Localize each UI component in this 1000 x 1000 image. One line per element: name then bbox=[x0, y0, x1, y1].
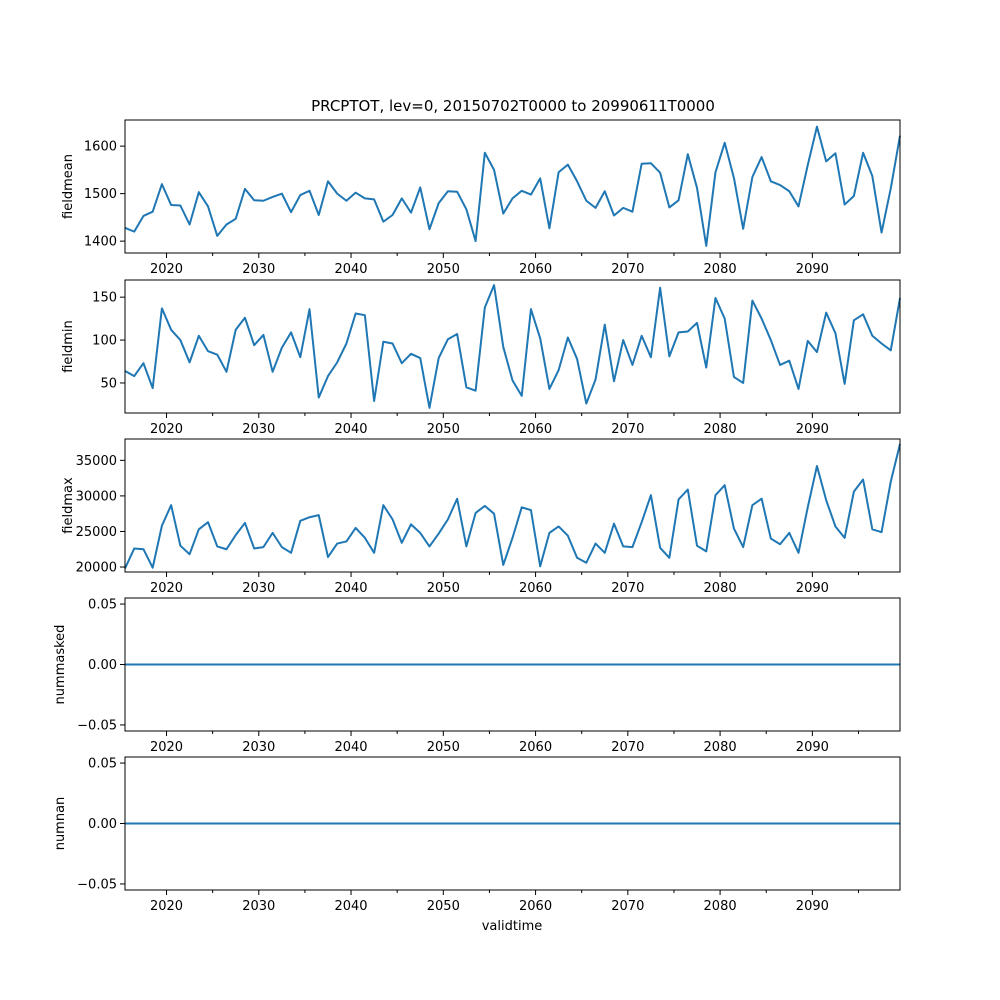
y-tick-label: 100 bbox=[92, 334, 117, 349]
y-tick-label: 50 bbox=[100, 376, 117, 391]
x-tick-label: 2040 bbox=[334, 899, 367, 914]
x-tick-label: 2070 bbox=[611, 262, 644, 277]
x-tick-label: 2080 bbox=[704, 581, 737, 596]
y-tick-label: 30000 bbox=[76, 489, 117, 504]
x-tick-label: 2050 bbox=[427, 899, 460, 914]
x-axis-label: validtime bbox=[482, 919, 543, 934]
x-tick-label: 2040 bbox=[334, 422, 367, 437]
x-tick-label: 2030 bbox=[242, 422, 275, 437]
x-tick-label: 2090 bbox=[796, 262, 829, 277]
x-tick-label: 2080 bbox=[704, 262, 737, 277]
y-tick-label: 0.05 bbox=[88, 598, 117, 613]
y-axis-label: fieldmin bbox=[61, 320, 76, 373]
series-line-fieldmax bbox=[124, 443, 901, 569]
x-tick-label: 2060 bbox=[519, 581, 552, 596]
y-tick-label: 0.05 bbox=[88, 757, 117, 772]
subplot-panels: 1400 1500 1600 fieldmean 2020 2030 2040 2050 206… bbox=[53, 119, 901, 914]
x-tick-label: 2060 bbox=[519, 740, 552, 755]
y-tick-label: 1600 bbox=[84, 140, 117, 155]
x-tick-label: 2090 bbox=[796, 899, 829, 914]
x-tick-label: 2090 bbox=[796, 740, 829, 755]
x-tick-label: 2030 bbox=[242, 899, 275, 914]
series-line-fieldmean bbox=[124, 125, 901, 247]
subplot-fieldmean: 1400 1500 1600 fieldmean 2020 2030 2040 2050 206… bbox=[61, 119, 901, 277]
chart-title: PRCPTOT, lev=0, 20150702T0000 to 2099061… bbox=[311, 97, 715, 115]
axes-frame bbox=[124, 438, 901, 573]
x-tick-label: 2090 bbox=[796, 422, 829, 437]
y-tick-label: 25000 bbox=[76, 525, 117, 540]
x-tick-label: 2070 bbox=[611, 740, 644, 755]
y-axis-label: numnan bbox=[53, 797, 68, 851]
x-tick-label: 2080 bbox=[704, 899, 737, 914]
x-tick-label: 2060 bbox=[519, 899, 552, 914]
x-tick-label: 2050 bbox=[427, 740, 460, 755]
x-tick-label: 2070 bbox=[611, 422, 644, 437]
axes-frame bbox=[124, 119, 901, 254]
x-tick-label: 2040 bbox=[334, 262, 367, 277]
subplot-nummasked: −0.05 0.00 0.05 nummasked 2020 2030 2040 2050 20… bbox=[53, 597, 901, 755]
y-axis-label: fieldmax bbox=[61, 477, 76, 534]
subplot-numnan: −0.05 0.00 0.05 numnan 2020 2030 2040 2050 2060 2… bbox=[53, 756, 901, 914]
x-tick-label: 2050 bbox=[427, 422, 460, 437]
x-tick-label: 2050 bbox=[427, 262, 460, 277]
x-tick-label: 2020 bbox=[150, 899, 183, 914]
x-tick-label: 2030 bbox=[242, 262, 275, 277]
x-tick-label: 2030 bbox=[242, 581, 275, 596]
x-tick-label: 2020 bbox=[150, 581, 183, 596]
y-axis-label: fieldmean bbox=[61, 154, 76, 219]
subplot-fieldmin: 50 100 150 fieldmin 2020 2030 2040 2050 2060 2070… bbox=[61, 279, 901, 437]
x-tick-label: 2060 bbox=[519, 422, 552, 437]
x-tick-label: 2030 bbox=[242, 740, 275, 755]
y-tick-label: 0.00 bbox=[88, 817, 117, 832]
x-tick-label: 2040 bbox=[334, 581, 367, 596]
x-tick-label: 2050 bbox=[427, 581, 460, 596]
y-tick-label: −0.05 bbox=[77, 718, 117, 733]
x-tick-label: 2020 bbox=[150, 422, 183, 437]
x-tick-label: 2090 bbox=[796, 581, 829, 596]
x-tick-label: 2040 bbox=[334, 740, 367, 755]
x-tick-label: 2080 bbox=[704, 422, 737, 437]
y-tick-label: 0.00 bbox=[88, 658, 117, 673]
y-axis-label: nummasked bbox=[53, 625, 68, 705]
x-tick-label: 2080 bbox=[704, 740, 737, 755]
x-tick-label: 2020 bbox=[150, 262, 183, 277]
x-tick-label: 2060 bbox=[519, 262, 552, 277]
y-tick-label: −0.05 bbox=[77, 877, 117, 892]
y-tick-label: 1500 bbox=[84, 187, 117, 202]
series-line-fieldmin bbox=[124, 284, 901, 409]
y-tick-label: 20000 bbox=[76, 561, 117, 576]
x-tick-label: 2070 bbox=[611, 899, 644, 914]
y-tick-label: 150 bbox=[92, 291, 117, 306]
axes-frame bbox=[124, 279, 901, 414]
y-tick-label: 35000 bbox=[76, 454, 117, 469]
x-tick-label: 2020 bbox=[150, 740, 183, 755]
x-tick-label: 2070 bbox=[611, 581, 644, 596]
y-tick-label: 1400 bbox=[84, 235, 117, 250]
